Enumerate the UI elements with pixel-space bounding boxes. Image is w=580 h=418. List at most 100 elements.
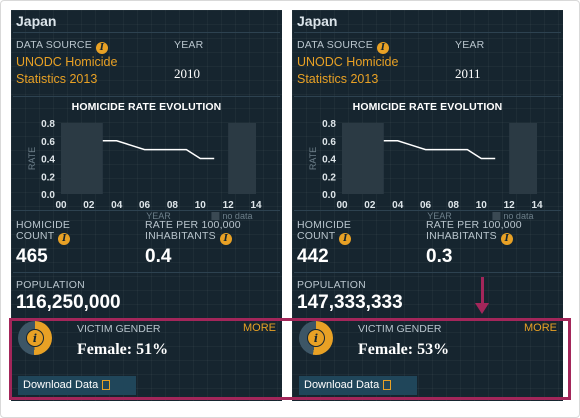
x-axis-label: YEAR bbox=[427, 211, 452, 220]
divider bbox=[294, 96, 561, 97]
no-data-region bbox=[509, 123, 537, 194]
population-label: POPULATION bbox=[16, 279, 85, 291]
info-icon[interactable]: i bbox=[376, 42, 389, 54]
info-icon[interactable]: i bbox=[95, 42, 108, 54]
country-title: Japan bbox=[297, 13, 338, 29]
document-icon bbox=[383, 380, 392, 390]
x-tick-label: 10 bbox=[476, 200, 488, 211]
download-label: Download Data bbox=[23, 379, 99, 391]
info-icon[interactable]: i bbox=[339, 233, 352, 245]
x-tick-label: 06 bbox=[139, 200, 151, 211]
arrow-down-icon bbox=[475, 303, 489, 314]
series-line bbox=[383, 140, 496, 160]
year-label: YEAR bbox=[455, 39, 485, 51]
y-tick-label: 0.4 bbox=[41, 155, 55, 166]
no-data-region bbox=[61, 123, 103, 194]
info-icon[interactable]: i bbox=[500, 233, 513, 245]
x-tick-label: 12 bbox=[504, 200, 516, 211]
y-tick-label: 0.4 bbox=[322, 155, 336, 166]
series-line bbox=[102, 140, 215, 160]
y-tick-label: 0.0 bbox=[41, 190, 55, 201]
data-source-label: DATA SOURCE i bbox=[16, 40, 108, 54]
no-data-swatch bbox=[492, 212, 501, 220]
female-share: Female: 51% bbox=[77, 341, 169, 358]
info-icon[interactable]: i bbox=[219, 233, 232, 245]
country-panel-2011: Japan DATA SOURCE i YEAR UNODC Homicide S… bbox=[292, 10, 563, 401]
data-source-label: DATA SOURCE i bbox=[297, 40, 389, 54]
x-tick-label: 14 bbox=[250, 200, 262, 211]
no-data-region bbox=[342, 123, 384, 194]
more-link[interactable]: MORE bbox=[524, 322, 557, 334]
x-tick-label: 02 bbox=[83, 200, 95, 211]
country-panel-2010: Japan DATA SOURCE i YEAR UNODC Homicide S… bbox=[11, 10, 282, 401]
female-share: Female: 53% bbox=[358, 341, 450, 358]
homicide-count-label: HOMICIDE COUNT i bbox=[16, 219, 71, 245]
y-tick-label: 0.6 bbox=[322, 137, 336, 148]
x-tick-label: 04 bbox=[111, 200, 123, 211]
y-tick-label: 0.8 bbox=[322, 119, 336, 130]
no-data-legend: no data bbox=[503, 211, 533, 220]
no-data-swatch bbox=[211, 212, 220, 220]
info-icon[interactable]: i bbox=[58, 233, 71, 245]
y-tick-label: 0.6 bbox=[41, 137, 55, 148]
homicide-count-value: 465 bbox=[16, 246, 48, 267]
y-tick-label: 0.2 bbox=[322, 172, 336, 183]
x-tick-label: 00 bbox=[55, 200, 67, 211]
homicide-rate-chart: 0.0 0.2 0.4 0.6 0.8 00 02 04 06 08 10 12 14 RATE YEAR n… bbox=[308, 119, 543, 220]
divider bbox=[13, 32, 280, 33]
victim-gender-label: VICTIM GENDER bbox=[77, 323, 161, 335]
victim-gender-section: i VICTIM GENDER MORE Female: 51% Downloa… bbox=[11, 315, 282, 401]
x-tick-label: 00 bbox=[336, 200, 348, 211]
victim-gender-label: VICTIM GENDER bbox=[358, 323, 442, 335]
no-data-region bbox=[228, 123, 256, 194]
x-axis-label: YEAR bbox=[146, 211, 171, 220]
x-tick-label: 02 bbox=[364, 200, 376, 211]
rate-label: RATE PER 100,000 INHABITANTS i bbox=[426, 219, 522, 245]
y-tick-label: 0.2 bbox=[41, 172, 55, 183]
more-link[interactable]: MORE bbox=[243, 322, 276, 334]
homicide-count-label: HOMICIDE COUNT i bbox=[297, 219, 352, 245]
homicide-rate-chart: 0.0 0.2 0.4 0.6 0.8 00 02 04 06 08 10 12 14 RATE YEAR n… bbox=[27, 119, 262, 220]
arrow-indicator bbox=[481, 277, 484, 305]
no-data-legend: no data bbox=[222, 211, 252, 220]
y-tick-label: 0.0 bbox=[322, 190, 336, 201]
x-tick-label: 08 bbox=[448, 200, 460, 211]
year-value: 2010 bbox=[174, 66, 200, 81]
x-tick-label: 04 bbox=[392, 200, 404, 211]
x-tick-label: 08 bbox=[167, 200, 179, 211]
chart-title: HOMICIDE RATE EVOLUTION bbox=[71, 101, 222, 113]
y-axis-label: RATE bbox=[27, 147, 37, 170]
population-label: POPULATION bbox=[297, 279, 366, 291]
country-title: Japan bbox=[16, 13, 57, 29]
gender-donut-icon[interactable]: i bbox=[18, 321, 52, 355]
victim-gender-section: i VICTIM GENDER MORE Female: 53% Downloa… bbox=[292, 315, 563, 401]
x-tick-label: 06 bbox=[420, 200, 432, 211]
download-data-button[interactable]: Download Data bbox=[299, 376, 417, 395]
homicide-count-value: 442 bbox=[297, 246, 329, 267]
divider bbox=[294, 272, 561, 273]
chart-title: HOMICIDE RATE EVOLUTION bbox=[352, 101, 503, 113]
gender-donut-icon[interactable]: i bbox=[299, 321, 333, 355]
data-source-link[interactable]: UNODC Homicide Statistics 2013 bbox=[297, 55, 399, 86]
divider bbox=[294, 210, 561, 211]
info-icon: i bbox=[26, 329, 44, 347]
divider bbox=[13, 210, 280, 211]
rate-value: 0.4 bbox=[145, 246, 172, 267]
y-tick-label: 0.8 bbox=[41, 119, 55, 130]
divider bbox=[294, 32, 561, 33]
population-value: 116,250,000 bbox=[16, 292, 121, 313]
year-value: 2011 bbox=[455, 66, 481, 81]
download-label: Download Data bbox=[304, 379, 380, 391]
y-axis-label: RATE bbox=[308, 147, 318, 170]
rate-label: RATE PER 100,000 INHABITANTS i bbox=[145, 219, 241, 245]
divider bbox=[13, 272, 280, 273]
x-tick-label: 10 bbox=[195, 200, 207, 211]
download-data-button[interactable]: Download Data bbox=[18, 376, 136, 395]
year-label: YEAR bbox=[174, 39, 204, 51]
divider bbox=[13, 96, 280, 97]
data-source-link[interactable]: UNODC Homicide Statistics 2013 bbox=[16, 55, 118, 86]
document-icon bbox=[102, 380, 111, 390]
x-tick-label: 14 bbox=[531, 200, 543, 211]
population-value: 147,333,333 bbox=[297, 292, 403, 313]
